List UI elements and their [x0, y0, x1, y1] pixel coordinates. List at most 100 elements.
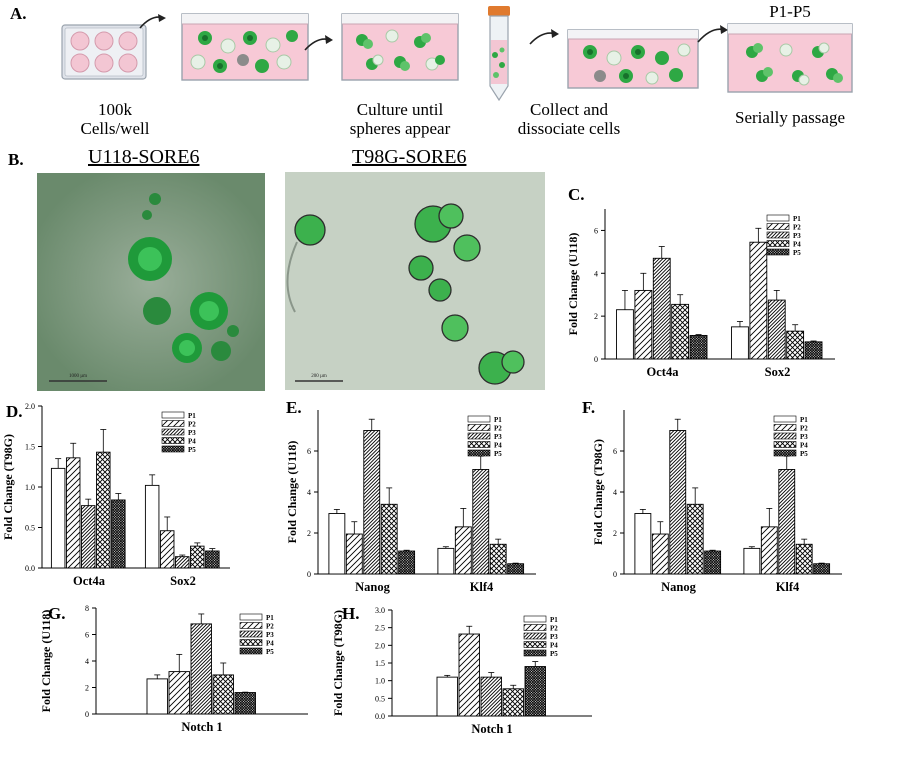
legend-label: P4 [494, 442, 502, 450]
bar-p2-sox2 [749, 241, 768, 360]
bar-p3-sox2 [175, 556, 190, 569]
culture-dish-4 [727, 23, 853, 93]
x-category-label: Notch 1 [181, 720, 222, 734]
x-category-label: Notch 1 [471, 722, 512, 736]
y-tick-label: 2.5 [375, 624, 385, 633]
culture-dish-3 [567, 29, 699, 89]
panel-label-c: C. [568, 185, 585, 204]
legend-label: P1 [800, 416, 808, 424]
step-3-line-2: dissociate cells [517, 119, 621, 138]
bar-p5-oct4a [689, 334, 708, 360]
legend-swatch [239, 639, 263, 646]
y-tick-label: 0.0 [25, 564, 35, 573]
bar-p2-klf4 [760, 526, 778, 575]
bar-p4-sox2 [190, 545, 205, 569]
x-category-label: Nanog [661, 580, 696, 594]
bar-p2-oct4a [634, 289, 653, 360]
cells-dish-3 [583, 43, 691, 85]
legend-swatch [766, 240, 790, 247]
y-tick-label: 0.0 [375, 712, 385, 721]
bar-p4-oct4a [96, 451, 111, 569]
legend-swatch [773, 441, 797, 448]
step-1-text: 100k Cells/well [60, 100, 170, 138]
y-tick-label: 0 [85, 710, 89, 719]
u118-image-title: U118-SORE6 [88, 146, 200, 168]
bar-p3-notch-1 [190, 623, 212, 715]
bar-p3-notch-1 [480, 676, 502, 717]
panel-label-b: B. [8, 150, 24, 169]
bar-p1-sox2 [731, 326, 749, 360]
y-axis-label: Fold Change (U118) [566, 233, 580, 336]
x-category-label: Sox2 [170, 574, 196, 588]
legend-swatch [773, 432, 797, 440]
x-category-label: Oct4a [73, 574, 106, 588]
y-axis-label: Fold Change (U118) [285, 441, 299, 544]
panel-label-h: H. [342, 604, 360, 623]
y-tick-label: 2 [613, 529, 617, 538]
y-tick-label: 6 [307, 447, 311, 456]
x-category-label: Klf4 [776, 580, 800, 594]
y-axis-label: Fold Change (T98G) [591, 439, 605, 545]
y-axis-label: Fold Change (U118) [39, 610, 53, 713]
legend-swatch [161, 411, 185, 419]
legend-label: P2 [494, 425, 502, 433]
y-tick-label: 4 [85, 657, 89, 666]
bar-p5-notch-1 [234, 692, 256, 715]
legend-swatch [766, 248, 790, 256]
y-tick-label: 4 [307, 488, 311, 497]
step-1-line-1: 100k [98, 100, 132, 119]
legend-swatch [523, 641, 547, 648]
step-2-line-1: Culture until [356, 100, 444, 119]
y-tick-label: 2 [85, 684, 89, 693]
y-tick-label: 0 [613, 570, 617, 579]
legend-label: P4 [550, 642, 558, 650]
y-tick-label: 3.0 [375, 606, 385, 615]
chart-f-t98g-nanog-klf4: 0 2 4 6 Fold Change (T98G) Nanog Klf4 P1P2P3P4P… [591, 410, 842, 594]
x-category-label: Nanog [355, 580, 390, 594]
bar-p4-sox2 [786, 330, 805, 360]
panel-label-g: G. [48, 604, 66, 623]
legend-swatch [161, 420, 185, 427]
y-tick-label: 1.0 [25, 483, 35, 492]
legend-label: P5 [793, 249, 801, 257]
bar-p1-nanog [634, 513, 652, 575]
legend-swatch [523, 624, 547, 631]
y-tick-label: 0 [307, 570, 311, 579]
bar-p2-oct4a [65, 457, 81, 569]
bar-p5-klf4 [507, 563, 525, 575]
legend-label: P5 [800, 450, 808, 458]
bar-p1-notch-1 [436, 676, 458, 717]
bar-p4-klf4 [795, 543, 813, 575]
legend-label: P3 [550, 633, 558, 641]
u118-micrograph: 1000 µm [37, 173, 265, 391]
bar-p3-oct4a [652, 257, 671, 360]
legend-label: P2 [793, 224, 801, 232]
legend-label: P3 [188, 429, 196, 437]
t98g-spheres [294, 203, 525, 385]
legend-label: P5 [188, 446, 196, 454]
legend-swatch [523, 649, 547, 657]
y-tick-label: 0.5 [375, 694, 385, 703]
bar-p1-notch-1 [146, 678, 168, 715]
workflow-diagram [61, 6, 853, 102]
spheres-dish-2 [356, 29, 445, 71]
legend-label: P2 [266, 623, 274, 631]
y-tick-label: 2.0 [25, 402, 35, 411]
well-plate [61, 24, 147, 80]
bar-p3-nanog [669, 430, 687, 575]
chart-d-t98g-oct4a-sox2: 0.0 0.5 1.0 1.5 2.0 Fold Change (T98G) Oct4a So… [1, 402, 230, 588]
legend-label: P3 [793, 232, 801, 240]
legend-label: P5 [266, 648, 274, 656]
bar-p4-notch-1 [212, 674, 234, 715]
legend-swatch [773, 415, 797, 423]
y-tick-label: 6 [613, 447, 617, 456]
legend-label: P3 [494, 433, 502, 441]
step-3-line-1: Collect and [530, 100, 608, 119]
bar-p2-notch-1 [168, 671, 190, 715]
legend-label: P1 [494, 416, 502, 424]
bar-p3-oct4a [81, 505, 96, 569]
bar-p5-nanog [398, 550, 416, 575]
bar-p2-notch-1 [458, 633, 480, 717]
legend-swatch [773, 424, 797, 431]
y-tick-label: 1.5 [375, 659, 385, 668]
